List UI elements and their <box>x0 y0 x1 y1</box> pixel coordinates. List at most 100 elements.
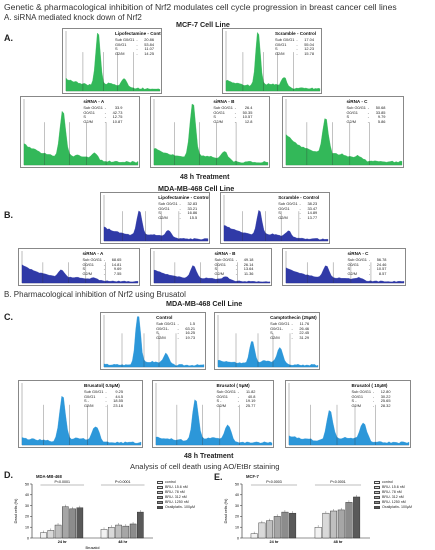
stat-dash: - <box>234 105 237 110</box>
legend-swatch <box>157 480 163 485</box>
stat-row: S -12.75 <box>83 115 122 120</box>
stat-value: 10.87 <box>112 118 123 124</box>
stat-label: Sub G0/G1 <box>156 321 176 326</box>
stat-value: 12.23 <box>304 46 314 52</box>
legend-swatch <box>157 505 163 510</box>
stat-label: G2/M <box>83 118 93 124</box>
stat-label: G0/G1 <box>82 261 94 267</box>
analysis-title: Analysis of cell death using AO/EtBr sta… <box>130 462 280 471</box>
stat-label: S <box>83 114 86 120</box>
stat-value: 16.86 <box>187 210 198 216</box>
block-c-cell-line: MDA-MB-468 Cell Line <box>166 299 243 308</box>
stat-label: Sub G0/G1 <box>346 105 366 110</box>
stat-value: 15.78 <box>304 50 314 56</box>
stat-dash: - <box>234 118 237 124</box>
panel-title: Lipofectamine - Control <box>158 195 210 200</box>
y-tick-label: 50 <box>235 482 239 486</box>
stat-dash: - <box>179 201 181 206</box>
stat-row: G2/M -23.16 <box>84 402 123 409</box>
stat-dash: - <box>177 330 179 336</box>
stat-dash: - <box>367 118 370 124</box>
panel-stats: Sub G0/G1-49.18 G0/G1-26.14 S -13.64 G2/M -11… <box>214 257 254 277</box>
bar <box>281 511 289 539</box>
stat-row: Sub G0/G1-50.68 <box>346 105 385 111</box>
stat-label: G2/M <box>82 270 92 276</box>
stat-dash: - <box>372 393 375 399</box>
histogram-plot <box>285 251 405 284</box>
stat-row: G2/M -14.25 <box>115 50 154 57</box>
stat-value: 17.04 <box>304 37 314 42</box>
panel-title: Control <box>156 315 173 320</box>
stat-row: Sub G0/G1- 17.04 <box>275 37 314 43</box>
panel-stats: Sub G0/G1-11.76 G0/G1- -26.46 S -22.45 G2/M -3… <box>270 321 309 341</box>
stat-label: G0/G1 <box>351 393 363 399</box>
bar <box>353 496 361 539</box>
stat-label: Sub G0/G1 <box>83 105 103 110</box>
stat-label: G2/M <box>278 214 288 220</box>
bar <box>250 533 258 539</box>
stat-value: 13.64 <box>243 266 254 272</box>
stat-row: G2/M -31.29 <box>270 334 309 341</box>
stat-value: 11.07 <box>144 46 154 52</box>
histogram-curve <box>217 341 319 368</box>
stat-dash: - <box>235 257 238 262</box>
stat-label: G2/M <box>347 270 357 276</box>
stat-label: G0/G1 <box>84 393 96 399</box>
stat-value: 26.4 <box>244 105 253 110</box>
stat-row: S -16.25 <box>156 331 195 336</box>
stat-value: 63.21 <box>185 325 196 331</box>
stat-label: G0/G1 <box>216 393 228 399</box>
bar-chart-mcf-7: 0 10 20 30 40 50 Dead cells (%) 24 hr P<0.0003 48… <box>220 474 432 550</box>
stat-row: Sub G0/G1- 9.25 <box>84 389 123 395</box>
stat-row: G0/G1- -63.21 <box>156 325 196 332</box>
panel-stats: Sub G0/G1-33.9 G0/G1-42.73 S -12.75 G2/M -10.… <box>83 105 123 124</box>
histogram-curve <box>288 410 410 446</box>
group-label: 24 hr <box>58 540 68 544</box>
block-c-letter: C. <box>4 312 13 322</box>
stat-label: S - <box>216 398 222 404</box>
stat-value: 12.8 <box>244 118 253 124</box>
stat-value: 1.5 <box>189 321 196 326</box>
bar-chart-svg: 0 10 20 30 40 50 Dead cells (%) 24 hr P<0.0001 48… <box>14 480 153 550</box>
stat-value: 14.89 <box>307 210 318 216</box>
stat-dash: - <box>103 257 106 262</box>
y-axis-label: Dead cells (%) <box>14 498 18 523</box>
stat-value: 18.55 <box>113 398 123 404</box>
stat-dash: - <box>367 109 370 115</box>
stat-dash: - <box>179 205 181 211</box>
legend-item: Oxaliplatin- 100µM <box>157 505 195 510</box>
panel-stats: Sub G0/G1-50.68 G0/G1-33.85 S -9.79 G2/M -5.8… <box>346 105 385 124</box>
bar <box>100 529 108 539</box>
legend-swatch <box>374 490 380 495</box>
histogram-curve <box>225 32 321 92</box>
flow-panel: Camptothecin (25µM) Sub G0/G1-11.76 G0/G1-… <box>214 312 320 370</box>
stat-value: 7.55 <box>113 270 122 276</box>
stat-label: G0/G1- <box>270 325 283 331</box>
stat-label: S - <box>351 398 357 404</box>
stat-dash: - <box>104 114 107 120</box>
y-tick-label: 30 <box>25 504 29 508</box>
stat-dash: - <box>299 210 301 216</box>
stat-row: Sub G0/G1- 26.4 <box>213 105 253 111</box>
stat-dash: - <box>291 334 293 340</box>
stat-dash: - <box>299 214 301 220</box>
legend-label: BRU- 78 nM <box>382 490 402 494</box>
histogram-curve <box>285 265 405 284</box>
stat-dash: - <box>136 50 138 56</box>
panel-stats: Sub G0/G1-56.78 G0/G1-24.46 S -10.57 G2/M -8.… <box>347 257 386 276</box>
chart-legend: control BRU- 15.6 nM BRU- 78 nM BRU- 312 nM… <box>157 480 195 510</box>
bar <box>47 530 55 539</box>
bar <box>115 524 122 539</box>
stat-row: G0/G1 -50.35 <box>213 110 252 116</box>
flow-panel: Control Sub G0/G1-1.5 G0/G1- -63.21 S -16.25 G… <box>100 312 206 370</box>
stat-dash: - <box>104 118 107 124</box>
stat-dash: - <box>237 393 240 399</box>
histogram-plot <box>103 315 205 368</box>
stat-label: S <box>115 46 118 52</box>
legend-item: BRU- 15.6 nM <box>157 485 195 490</box>
stat-dash: - <box>105 393 107 399</box>
y-tick-label: 40 <box>25 493 29 497</box>
stat-label: G2/M <box>84 402 94 408</box>
stat-value: 14.81 <box>111 261 122 267</box>
stat-row: G2/M -11.36 <box>214 271 253 277</box>
